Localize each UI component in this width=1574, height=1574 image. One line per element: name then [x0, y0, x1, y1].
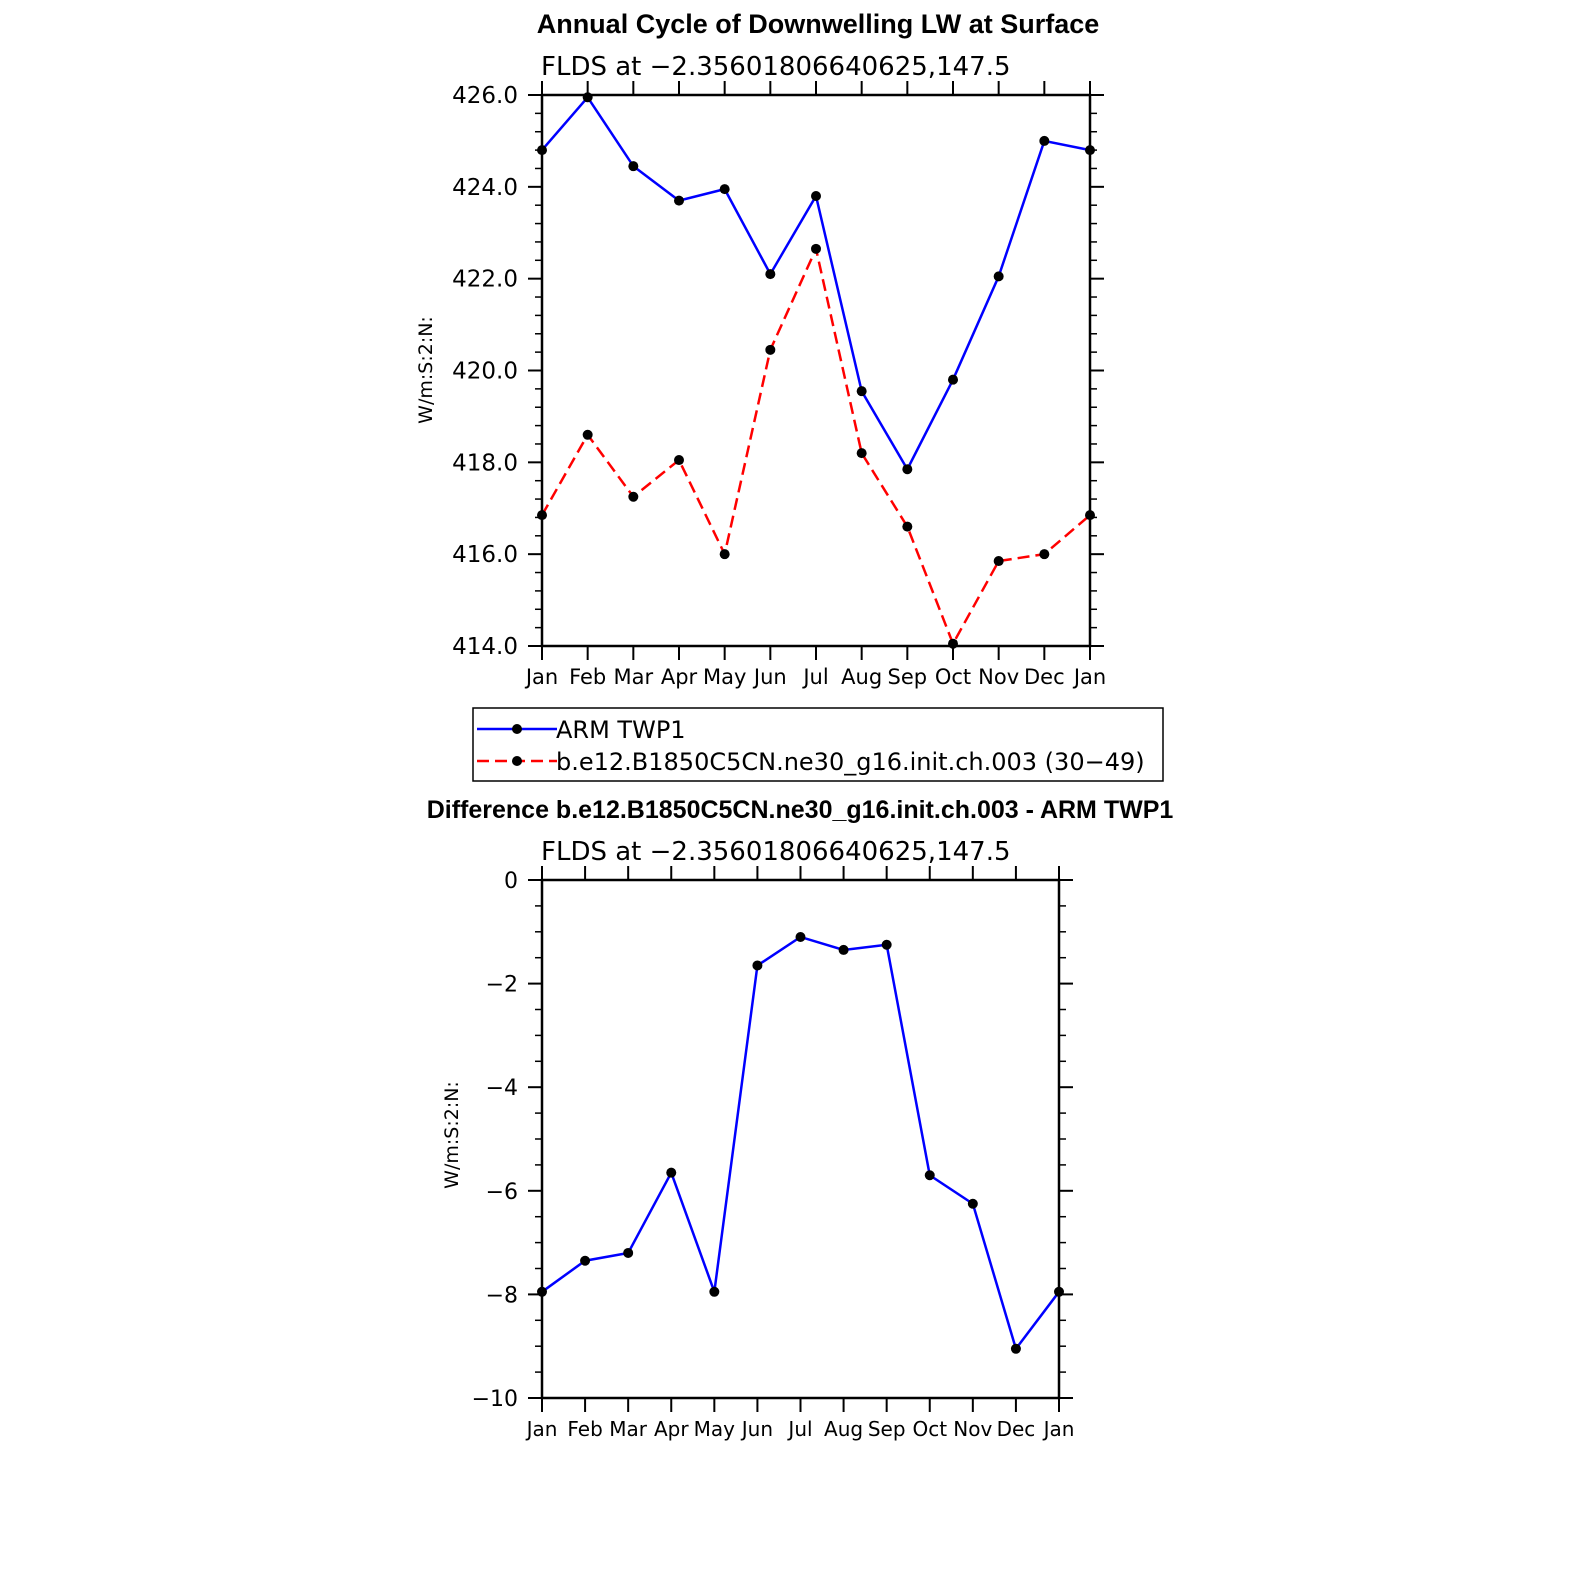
x-tick-label: Jul	[801, 665, 828, 689]
y-tick-label: 416.0	[452, 542, 518, 568]
data-point	[948, 374, 958, 385]
axis-ticks	[528, 866, 1073, 1412]
x-tick-label: Nov	[978, 665, 1019, 689]
x-tick-label: Sep	[888, 665, 928, 689]
chart-title: Annual Cycle of Downwelling LW at Surfac…	[537, 9, 1100, 39]
data-point	[811, 191, 821, 202]
plot-frame	[540, 93, 1092, 648]
data-point	[993, 271, 1004, 282]
x-tick-label: Jan	[1042, 1417, 1075, 1441]
y-tick-label: 414.0	[452, 634, 518, 660]
x-tick-label: Dec	[997, 1417, 1036, 1441]
x-tick-label: Mar	[609, 1417, 648, 1441]
data-point	[666, 1167, 677, 1178]
data-point	[856, 448, 867, 459]
data-point	[1039, 135, 1050, 146]
y-tick-label: −6	[486, 1180, 518, 1205]
x-tick-label: Sep	[868, 1417, 906, 1441]
data-point	[811, 243, 821, 254]
series-line-0	[541, 95, 1091, 472]
difference-panel: Difference b.e12.B1850C5CN.ne30_g16.init…	[427, 796, 1174, 1441]
data-point	[628, 161, 639, 172]
data-point	[752, 960, 763, 971]
x-tick-label: Apr	[654, 1417, 689, 1441]
chart-subtitle: FLDS at −2.35601806640625,147.5	[541, 837, 1011, 867]
data-point	[582, 429, 593, 440]
annual-cycle-panel: Annual Cycle of Downwelling LW at Surfac…	[415, 9, 1106, 689]
x-tick-label: Jan	[525, 1417, 558, 1441]
y-tick-labels: −10 −8 −6 −4 −2 0	[472, 869, 518, 1412]
y-tick-label: −2	[486, 973, 518, 998]
x-tick-label: Jan	[524, 665, 558, 689]
x-tick-label: Aug	[824, 1417, 863, 1441]
y-tick-label: 426.0	[452, 83, 518, 109]
series-line-0	[541, 935, 1060, 1352]
x-tick-label: Jul	[786, 1417, 812, 1441]
data-point	[674, 455, 684, 466]
x-tick-label: Apr	[661, 665, 698, 689]
series-lines	[537, 92, 1095, 649]
legend-marker-dot-arm	[512, 724, 522, 734]
data-point	[856, 386, 867, 397]
y-tick-label: −8	[486, 1283, 518, 1308]
chart-title: Difference b.e12.B1850C5CN.ne30_g16.init…	[427, 796, 1174, 824]
y-axis-label: W/m:S:2:N:	[441, 1081, 463, 1189]
y-tick-label: 0	[504, 869, 518, 894]
data-point	[674, 195, 684, 206]
data-point	[623, 1247, 634, 1258]
legend-marker-dot-model	[512, 756, 522, 766]
data-point	[902, 464, 913, 475]
x-tick-label: May	[694, 1417, 736, 1441]
data-point	[838, 944, 849, 955]
data-point	[628, 491, 639, 502]
series-lines	[537, 931, 1064, 1354]
x-tick-label: Oct	[912, 1417, 947, 1441]
data-point	[719, 549, 730, 560]
x-tick-labels: Jan Feb Mar Apr May Jun Jul Aug Sep Oct Nov Dec Jan	[524, 665, 1106, 689]
x-tick-labels: Jan Feb Mar Apr May Jun Jul Aug Sep Oct Nov Dec Jan	[525, 1417, 1075, 1441]
legend: ARM TWP1 b.e12.B1850C5CN.ne30_g16.init.c…	[472, 707, 1164, 782]
y-tick-label: 424.0	[452, 175, 518, 201]
data-point	[924, 1170, 935, 1181]
x-tick-label: Jun	[752, 665, 787, 689]
y-tick-label: 418.0	[452, 450, 518, 476]
x-tick-label: Jan	[1072, 665, 1106, 689]
x-tick-label: Feb	[569, 665, 606, 689]
data-point	[580, 1255, 591, 1266]
data-point	[902, 521, 913, 532]
series-line-1	[540, 244, 1091, 647]
data-point	[719, 184, 730, 195]
y-tick-labels: 414.0 416.0 418.0 420.0 422.0 424.0 426.0	[452, 83, 518, 660]
data-point	[1010, 1343, 1021, 1354]
x-tick-label: Oct	[935, 665, 971, 689]
legend-entry-arm: ARM TWP1	[556, 716, 686, 744]
plot-frame	[540, 878, 1061, 1400]
data-point	[765, 344, 776, 355]
x-tick-label: May	[703, 665, 746, 689]
x-tick-label: Jun	[740, 1417, 773, 1441]
x-tick-label: Mar	[614, 665, 654, 689]
x-tick-label: Feb	[567, 1417, 602, 1441]
data-point	[881, 939, 892, 950]
data-point	[993, 556, 1004, 567]
y-axis-label: W/m:S:2:N:	[415, 316, 437, 424]
y-tick-label: 420.0	[452, 359, 518, 385]
legend-box	[472, 707, 1164, 782]
data-point	[1039, 549, 1050, 560]
x-tick-label: Aug	[841, 665, 882, 689]
x-tick-label: Nov	[953, 1417, 992, 1441]
y-tick-label: −10	[472, 1387, 518, 1412]
y-tick-label: 422.0	[452, 267, 518, 293]
chart-subtitle: FLDS at −2.35601806640625,147.5	[541, 52, 1011, 82]
y-tick-label: −4	[486, 1076, 518, 1101]
data-point	[795, 931, 806, 942]
data-point	[765, 269, 776, 280]
x-tick-label: Dec	[1024, 665, 1065, 689]
axis-ticks	[528, 81, 1104, 660]
legend-entry-model: b.e12.B1850C5CN.ne30_g16.init.ch.003 (30…	[556, 748, 1145, 776]
data-point	[709, 1286, 720, 1297]
data-point	[967, 1198, 978, 1209]
